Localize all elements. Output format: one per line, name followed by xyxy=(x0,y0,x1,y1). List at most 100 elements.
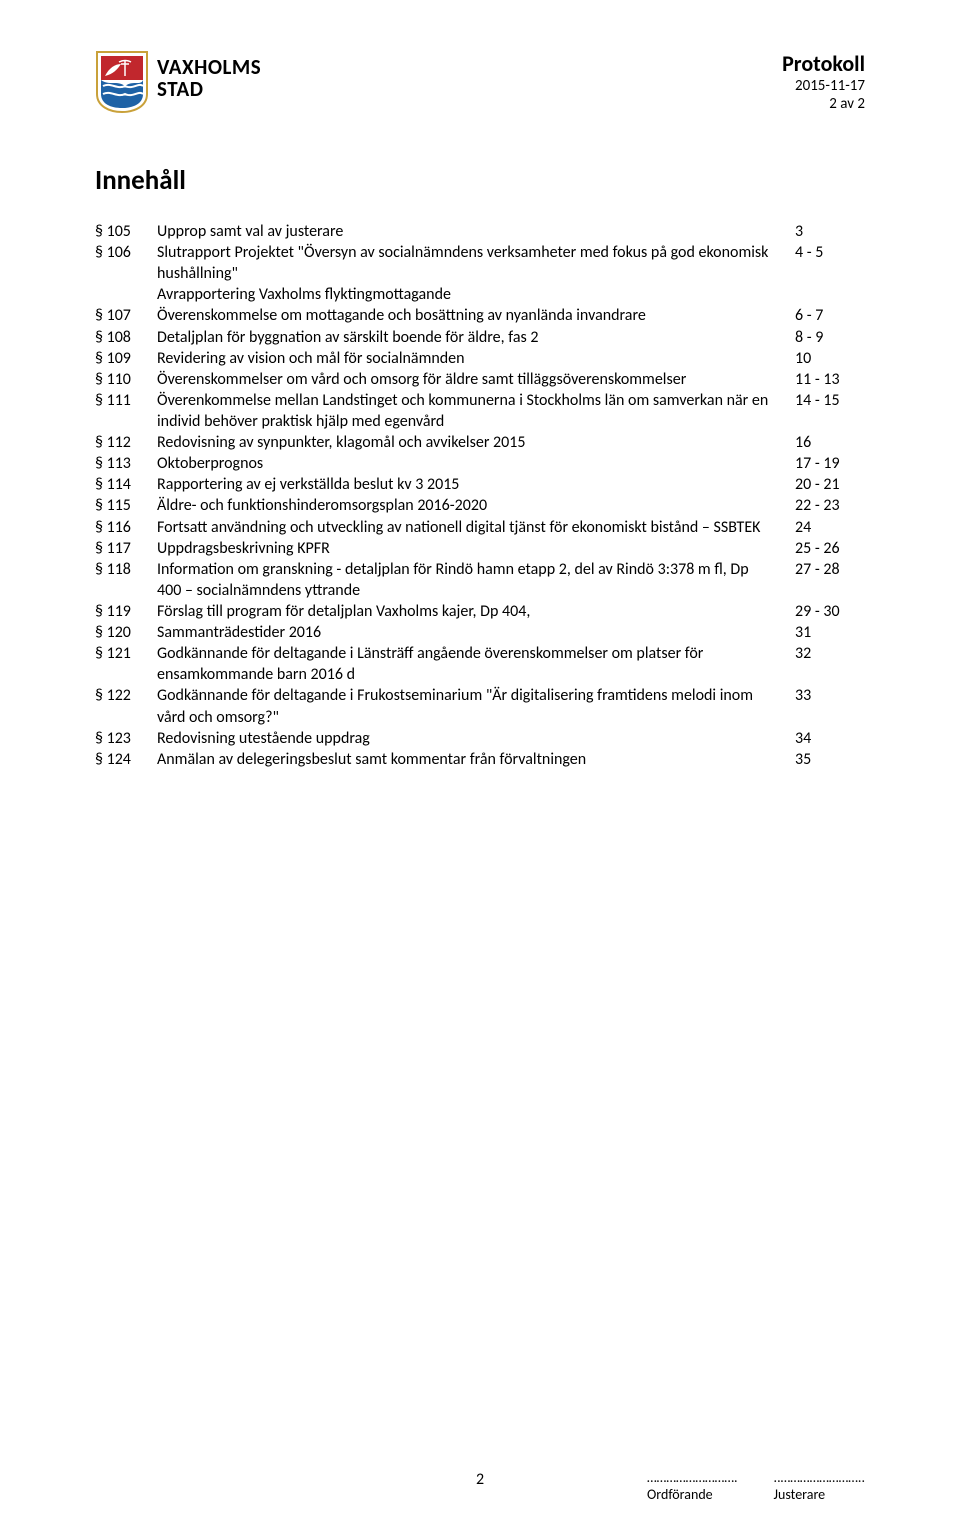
toc-title: Överenkommelse mellan Landstinget och ko… xyxy=(157,390,795,432)
header-page-of: 2 av 2 xyxy=(782,95,865,113)
toc-row: § 121Godkännande för deltagande i Länstr… xyxy=(95,643,865,685)
toc-title: Slutrapport Projektet "Översyn av social… xyxy=(157,242,795,305)
toc-row: § 119Förslag till program för detaljplan… xyxy=(95,601,865,622)
toc-pages: 24 xyxy=(795,517,865,538)
logo-text: VAXHOLMS STAD xyxy=(157,50,261,100)
toc-section: § 116 xyxy=(95,517,157,538)
toc-title: Godkännande för deltagande i Länsträff a… xyxy=(157,643,795,685)
signature-block: ………………………. Ordförande ..…………………….. Juste… xyxy=(647,1469,865,1503)
toc-section: § 108 xyxy=(95,327,157,348)
toc-row: § 112Redovisning av synpunkter, klagomål… xyxy=(95,432,865,453)
toc-title: Fortsatt användning och utveckling av na… xyxy=(157,517,795,538)
toc-section: § 117 xyxy=(95,538,157,559)
crest-icon xyxy=(95,50,149,114)
toc-pages: 10 xyxy=(795,348,865,369)
toc-title: Godkännande för deltagande i Frukostsemi… xyxy=(157,685,795,727)
toc-section: § 115 xyxy=(95,495,157,516)
toc-row: § 115Äldre- och funktionshinderomsorgspl… xyxy=(95,495,865,516)
toc-pages: 22 - 23 xyxy=(795,495,865,516)
toc-row: § 118Information om granskning - detaljp… xyxy=(95,559,865,601)
toc-row: § 107Överenskommelse om mottagande och b… xyxy=(95,305,865,326)
toc-row: § 110Överenskommelser om vård och omsorg… xyxy=(95,369,865,390)
toc-pages: 8 - 9 xyxy=(795,327,865,348)
toc-pages: 25 - 26 xyxy=(795,538,865,559)
toc-section: § 114 xyxy=(95,474,157,495)
toc-title: Revidering av vision och mål för socialn… xyxy=(157,348,795,369)
signature-label-justerare: Justerare xyxy=(774,1486,865,1503)
toc: § 105Upprop samt val av justerare3§ 106S… xyxy=(95,221,865,770)
toc-row: § 105Upprop samt val av justerare3 xyxy=(95,221,865,242)
toc-row: § 114Rapportering av ej verkställda besl… xyxy=(95,474,865,495)
toc-title: Redovisning av synpunkter, klagomål och … xyxy=(157,432,795,453)
toc-pages: 32 xyxy=(795,643,865,664)
signature-col-ordforande: ………………………. Ordförande xyxy=(647,1469,738,1503)
signature-line: ………………………. xyxy=(647,1469,738,1486)
toc-title: Uppdragsbeskrivning KPFR xyxy=(157,538,795,559)
toc-section: § 110 xyxy=(95,369,157,390)
toc-pages: 27 - 28 xyxy=(795,559,865,580)
toc-row: § 122Godkännande för deltagande i Frukos… xyxy=(95,685,865,727)
toc-pages: 29 - 30 xyxy=(795,601,865,622)
logo-block: VAXHOLMS STAD xyxy=(95,50,261,114)
toc-title: Upprop samt val av justerare xyxy=(157,221,795,242)
page-header: VAXHOLMS STAD Protokoll 2015-11-17 2 av … xyxy=(95,50,865,114)
toc-row: § 124Anmälan av delegeringsbeslut samt k… xyxy=(95,749,865,770)
toc-section: § 107 xyxy=(95,305,157,326)
toc-section: § 118 xyxy=(95,559,157,580)
toc-title: Överenskommelser om vård och omsorg för … xyxy=(157,369,795,390)
toc-section: § 124 xyxy=(95,749,157,770)
toc-row: § 108Detaljplan för byggnation av särski… xyxy=(95,327,865,348)
toc-pages: 11 - 13 xyxy=(795,369,865,390)
toc-section: § 122 xyxy=(95,685,157,706)
toc-row: § 109Revidering av vision och mål för so… xyxy=(95,348,865,369)
toc-section: § 120 xyxy=(95,622,157,643)
toc-pages: 3 xyxy=(795,221,865,242)
toc-pages: 35 xyxy=(795,749,865,770)
header-title: Protokoll xyxy=(782,50,865,77)
toc-section: § 106 xyxy=(95,242,157,263)
toc-title: Förslag till program för detaljplan Vaxh… xyxy=(157,601,795,622)
toc-row: § 123Redovisning utestående uppdrag34 xyxy=(95,728,865,749)
toc-pages: 33 xyxy=(795,685,865,706)
toc-row: § 116Fortsatt användning och utveckling … xyxy=(95,517,865,538)
signature-col-justerare: ..…………………….. Justerare xyxy=(774,1469,865,1503)
toc-section: § 113 xyxy=(95,453,157,474)
logo-line-1: VAXHOLMS xyxy=(157,56,261,78)
toc-pages: 14 - 15 xyxy=(795,390,865,411)
toc-pages: 16 xyxy=(795,432,865,453)
logo-line-2: STAD xyxy=(157,78,261,100)
toc-title: Överenskommelse om mottagande och bosätt… xyxy=(157,305,795,326)
toc-title: Rapportering av ej verkställda beslut kv… xyxy=(157,474,795,495)
toc-section: § 121 xyxy=(95,643,157,664)
section-title: Innehåll xyxy=(95,164,865,197)
toc-title: Detaljplan för byggnation av särskilt bo… xyxy=(157,327,795,348)
toc-section: § 123 xyxy=(95,728,157,749)
toc-section: § 112 xyxy=(95,432,157,453)
toc-section: § 105 xyxy=(95,221,157,242)
toc-pages: 31 xyxy=(795,622,865,643)
header-right: Protokoll 2015-11-17 2 av 2 xyxy=(782,50,865,113)
toc-pages: 6 - 7 xyxy=(795,305,865,326)
toc-title: Sammanträdestider 2016 xyxy=(157,622,795,643)
toc-row: § 111Överenkommelse mellan Landstinget o… xyxy=(95,390,865,432)
toc-section: § 119 xyxy=(95,601,157,622)
toc-row: § 113Oktoberprognos17 - 19 xyxy=(95,453,865,474)
toc-pages: 17 - 19 xyxy=(795,453,865,474)
toc-pages: 20 - 21 xyxy=(795,474,865,495)
toc-title: Anmälan av delegeringsbeslut samt kommen… xyxy=(157,749,795,770)
toc-section: § 111 xyxy=(95,390,157,411)
page: VAXHOLMS STAD Protokoll 2015-11-17 2 av … xyxy=(0,0,960,1533)
toc-title: Äldre- och funktionshinderomsorgsplan 20… xyxy=(157,495,795,516)
toc-row: § 120Sammanträdestider 201631 xyxy=(95,622,865,643)
toc-title: Redovisning utestående uppdrag xyxy=(157,728,795,749)
header-date: 2015-11-17 xyxy=(782,77,865,95)
toc-title: Information om granskning - detaljplan f… xyxy=(157,559,795,601)
toc-section: § 109 xyxy=(95,348,157,369)
toc-row: § 117Uppdragsbeskrivning KPFR25 - 26 xyxy=(95,538,865,559)
signature-label-ordforande: Ordförande xyxy=(647,1486,738,1503)
toc-row: § 106Slutrapport Projektet "Översyn av s… xyxy=(95,242,865,305)
toc-pages: 34 xyxy=(795,728,865,749)
toc-title: Oktoberprognos xyxy=(157,453,795,474)
page-number: 2 xyxy=(476,1470,484,1489)
toc-pages: 4 - 5 xyxy=(795,242,865,263)
